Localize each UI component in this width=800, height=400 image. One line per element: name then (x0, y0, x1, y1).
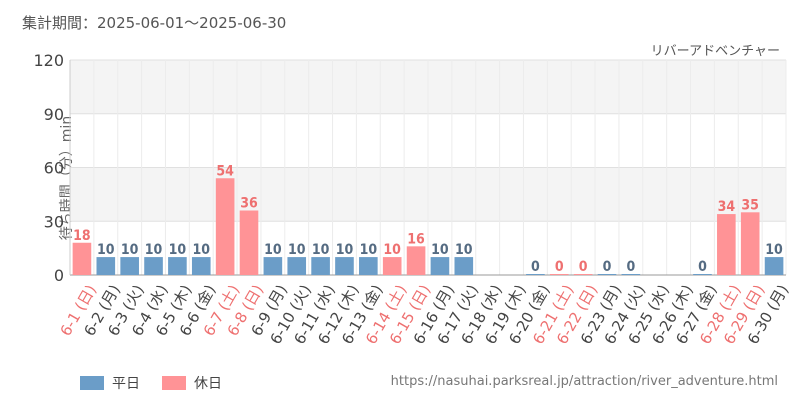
bar (549, 274, 569, 275)
y-tick-label: 30 (44, 212, 64, 231)
data-label: 0 (531, 259, 540, 275)
bar (191, 257, 211, 275)
legend-swatch-holiday (162, 376, 186, 390)
data-label: 36 (240, 196, 258, 212)
y-tick-label: 0 (54, 266, 64, 285)
data-label: 10 (169, 242, 187, 258)
bar (120, 257, 139, 275)
legend-label-holiday: 休日 (194, 376, 222, 392)
data-label: 10 (455, 242, 473, 258)
bar (764, 257, 784, 275)
bar (406, 246, 426, 275)
data-label: 0 (603, 259, 612, 275)
data-label: 10 (336, 242, 354, 258)
legend-swatch-weekday (80, 376, 104, 390)
bar (263, 257, 283, 275)
data-label: 10 (288, 242, 306, 258)
data-label: 0 (698, 259, 707, 275)
data-label: 0 (579, 259, 588, 275)
attraction-name: リバーアドベンチャー (650, 44, 780, 59)
bar (144, 257, 163, 275)
bar (72, 242, 92, 275)
bar (168, 257, 187, 275)
period-label: 集計期間：2025-06-01～2025-06-30 (22, 14, 287, 32)
data-label: 18 (73, 228, 91, 244)
data-label: 35 (741, 197, 759, 213)
bar (359, 257, 378, 275)
legend-item-holiday[interactable]: 休日 (162, 373, 222, 393)
bar (597, 274, 617, 275)
bar (96, 257, 116, 275)
bar (335, 257, 354, 275)
bar (740, 212, 760, 275)
data-label: 54 (216, 163, 234, 179)
bar (454, 257, 474, 275)
data-label: 10 (121, 242, 139, 258)
y-tick-label: 90 (44, 105, 64, 124)
bar (693, 274, 712, 275)
legend-label-weekday: 平日 (112, 376, 140, 392)
bar (215, 178, 235, 275)
data-label: 10 (264, 242, 282, 258)
data-label: 10 (431, 242, 449, 258)
data-label: 10 (360, 242, 378, 258)
source-url: https://nasuhai.parksreal.jp/attraction/… (390, 374, 778, 389)
bar (287, 257, 307, 275)
data-label: 34 (718, 199, 736, 215)
data-label: 10 (312, 242, 330, 258)
data-label: 10 (383, 242, 401, 258)
y-tick-label: 60 (44, 159, 64, 178)
legend: 平日 休日 (80, 373, 244, 393)
bar (430, 257, 450, 275)
bar (526, 274, 545, 275)
bar (621, 274, 641, 275)
data-label: 0 (626, 259, 635, 275)
bar (311, 257, 330, 275)
y-tick-label: 120 (33, 51, 64, 70)
bar (717, 214, 736, 275)
bar (382, 257, 402, 275)
legend-item-weekday[interactable]: 平日 (80, 373, 140, 393)
data-label: 10 (193, 242, 211, 258)
data-label: 16 (407, 231, 425, 247)
bar (573, 274, 593, 275)
bar (239, 210, 259, 275)
data-label: 10 (145, 242, 163, 258)
data-label: 10 (765, 242, 783, 258)
data-label: 10 (97, 242, 115, 258)
data-label: 0 (555, 259, 564, 275)
